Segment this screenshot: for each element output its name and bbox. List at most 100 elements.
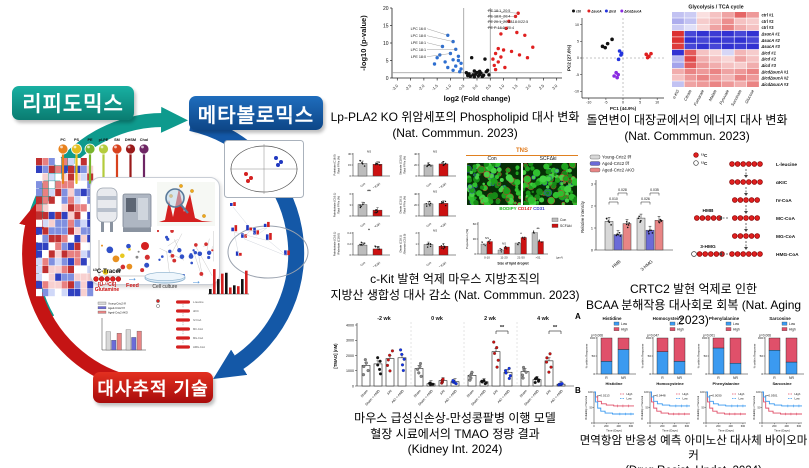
svg-text:High: High	[683, 392, 689, 396]
svg-text:1000: 1000	[346, 369, 354, 373]
svg-text:SCFΔki: SCFΔki	[437, 221, 447, 227]
ckit-panel-4: 0 0.2 0.4 Palmitoleate (C16:1)/Palmitate (C…	[332, 228, 390, 267]
svg-text:Oleate (C18:1): Oleate (C18:1)	[398, 235, 402, 253]
crtc2-cat-label: 3-HMG	[640, 259, 654, 272]
lipid-class-pl-PE: pl-PE	[99, 138, 109, 142]
svg-text:High: High	[739, 392, 745, 396]
svg-text:50: 50	[646, 406, 649, 410]
svg-text:Probability of Survival: Probability of Survival	[753, 396, 756, 420]
svg-text:Probability of Survival: Probability of Survival	[697, 396, 700, 420]
svg-text:0.035: 0.035	[650, 188, 659, 192]
svg-text:2: 2	[416, 231, 418, 235]
svg-text:10: 10	[575, 23, 579, 27]
svg-text:Time (Days): Time (Days)	[774, 429, 790, 433]
svg-text:Palmitoleate (C16:1): Palmitoleate (C16:1)	[332, 232, 336, 257]
volcano-annot-left: LPE 18:1	[411, 41, 426, 45]
svg-text:AKI: AKI	[492, 389, 499, 396]
svg-text:10: 10	[655, 101, 659, 105]
volcano-annot-right: PE 20:1_20:4&18:0/22:5	[488, 20, 528, 24]
svg-text:AKI + AMD: AKI + AMD	[391, 389, 406, 404]
svg-text:50: 50	[760, 354, 764, 358]
svg-text:SCFΔki: SCFΔki	[371, 181, 381, 187]
bcaa-chain-label: L-leucine	[776, 162, 797, 168]
svg-text:-10: -10	[586, 101, 591, 105]
lipid-droplet-population-chart: 0 30 60 Population (%) Con SCFΔki NS 0-10 NS 11-2…	[465, 217, 572, 266]
svg-text:-1.5: -1.5	[430, 83, 439, 92]
svg-text:Low: Low	[627, 397, 633, 401]
result-arrow-icon: →	[190, 275, 202, 287]
tmao-ylabel: [TMAO] (nM)	[333, 343, 338, 369]
svg-text:2.5: 2.5	[538, 83, 546, 91]
svg-text:100: 100	[702, 336, 707, 340]
heatmap-row-label: ctrl #1	[762, 13, 775, 18]
bcaa-side-label: 3-HMG	[700, 244, 716, 250]
svg-text:0: 0	[350, 214, 352, 218]
bcaa-chain-label: MG-CoA	[776, 234, 796, 240]
svg-text:SCFΔki: SCFΔki	[560, 224, 572, 228]
omics-cycle-diagram: 리피도믹스 메타볼로믹스 대사추적 기술 PC PS PE pl-PE SM DHSM Ch…	[0, 0, 330, 468]
ckit-panel-2: 0 3 6 Palmitoleate (C16:1)/Total FFAs (%) Co…	[332, 188, 390, 227]
svg-text:600: 600	[685, 424, 690, 428]
svg-text:NS: NS	[367, 150, 371, 154]
bcaa-chain-label: IV-CoA	[776, 198, 792, 204]
svg-text:Low: Low	[733, 322, 740, 326]
volcano-annot-right: PE 18:1_20:5	[488, 9, 510, 13]
svg-text:Young-Crtc2 f/f: Young-Crtc2 f/f	[108, 301, 126, 305]
svg-text:3: 3	[591, 182, 593, 186]
caption-ecoli: 돌연변이 대장균에서의 에너지 대사 변화 (Nat. Commmun. 202…	[565, 113, 809, 144]
heatmap-row-label: ΔsucA #3	[761, 44, 781, 49]
pca-series-ctrl	[600, 37, 614, 50]
crtc2-legend-2: Aged-Crtc2 AKO	[602, 168, 635, 173]
lipid-class-DHSM: DHSM	[125, 138, 136, 142]
svg-text:High: High	[621, 328, 628, 332]
heatmap-row-label: ΔsucA #1	[761, 32, 781, 37]
tracer-diagram: ¹³C-Tracer [U-¹³C6] Glutamine → Feed Cel…	[92, 264, 306, 298]
heatmap-col-label: Malate	[707, 88, 718, 102]
svg-text:-5: -5	[576, 73, 579, 77]
heatmap-col-label: Glucose	[744, 88, 756, 104]
heatmap-row-label: Δicd #1	[761, 50, 777, 55]
svg-text:2: 2	[591, 204, 593, 208]
metabolic-pathway-sketch	[227, 202, 309, 279]
svg-text:0: 0	[761, 372, 763, 376]
svg-text:NR: NR	[789, 376, 794, 380]
svg-text:1.0: 1.0	[498, 83, 506, 91]
svg-text:AKI: AKI	[439, 389, 446, 396]
svg-text:40: 40	[414, 192, 417, 196]
svg-text:Time (Days): Time (Days)	[606, 429, 622, 433]
svg-text:Probability of Survival: Probability of Survival	[641, 396, 644, 420]
response-xlabel: Sarcosine	[772, 381, 792, 386]
svg-text:40: 40	[414, 152, 417, 156]
svg-text:**: **	[500, 325, 505, 331]
caption-volcano-line1: Lp-PLA2 KO 위암세포의 Phospholipid 대사 변화	[330, 110, 580, 124]
svg-text:-5: -5	[604, 101, 607, 105]
svg-text:50: 50	[704, 354, 708, 358]
svg-text:-0.5: -0.5	[457, 83, 466, 92]
caption-tmao-line2: 혈장 시료에서의 TMAO 정량 결과	[370, 426, 540, 441]
lipid-class-PC: PC	[60, 138, 66, 142]
svg-text:0: 0	[591, 421, 593, 425]
volcano-annot-left: LPE 18:0	[411, 55, 426, 59]
svg-text:600: 600	[797, 424, 802, 428]
stain-legend: BODIPY CD147 CD31	[466, 206, 578, 211]
caption-ecoli-line2: (Nat. Commmun. 2023)	[624, 128, 750, 143]
svg-text:0: 0	[705, 424, 707, 428]
svg-text:Palmitoleate (C16:1): Palmitoleate (C16:1)	[332, 192, 336, 217]
svg-text:Population (%): Population (%)	[465, 229, 469, 249]
svg-text:0: 0	[591, 248, 593, 252]
svg-text:SCFΔki: SCFΔki	[371, 260, 381, 266]
caption-crtc2: CRTC2 발현 억제로 인한 BCAA 분해작용 대사회로 회복 (Nat. …	[578, 282, 809, 329]
svg-text:600: 600	[629, 424, 634, 428]
svg-text:0: 0	[705, 372, 707, 376]
network-panel-2	[188, 231, 214, 277]
svg-text:ΔsucA: ΔsucA	[590, 10, 602, 14]
heatmap-row-label: ΔicdΔsucA #1	[761, 69, 790, 74]
svg-text:0: 0	[759, 421, 761, 425]
svg-text:AKI + AMD: AKI + AMD	[497, 389, 512, 404]
svg-text:Con: Con	[426, 221, 433, 227]
svg-text:/Total FFAs (%): /Total FFAs (%)	[403, 195, 407, 213]
svg-text:15: 15	[348, 163, 351, 167]
svg-text:0: 0	[649, 424, 651, 428]
svg-text:Con: Con	[426, 181, 433, 187]
